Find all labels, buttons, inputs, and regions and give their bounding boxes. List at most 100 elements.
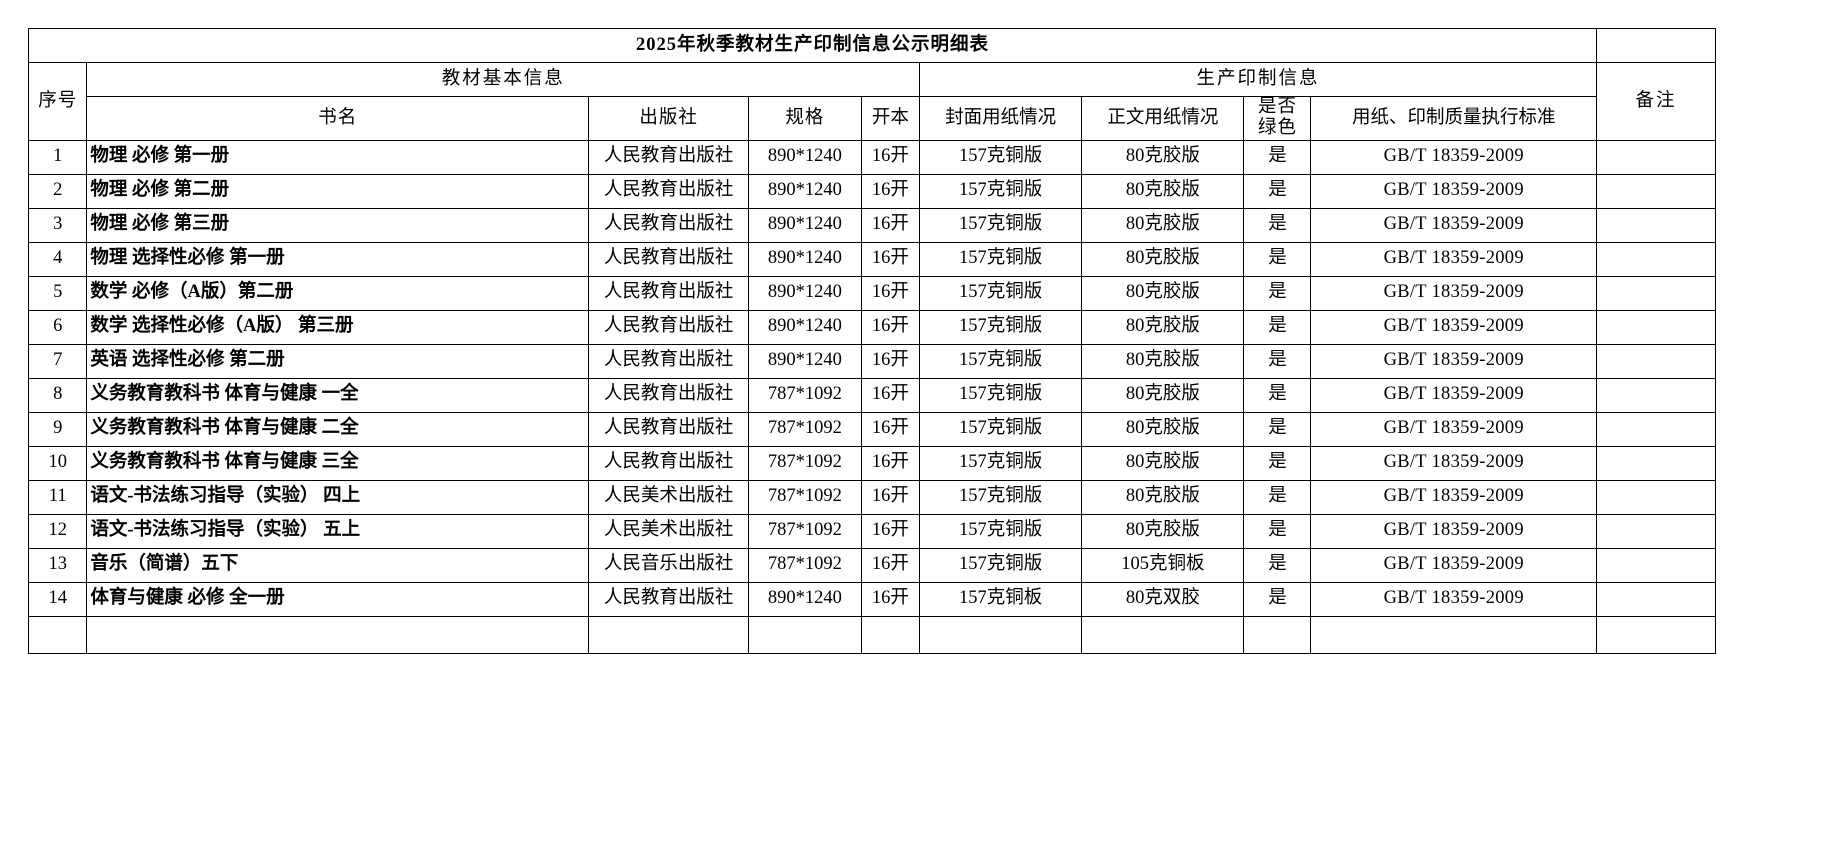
row-cell-standard: GB/T 18359-2009: [1310, 479, 1597, 515]
row-cell-cover-paper: 157克铜版: [919, 377, 1083, 413]
row-cell-remark: [1595, 377, 1717, 413]
column-header-seq: 序号: [27, 62, 88, 141]
row-cell-spec: 890*1240: [748, 275, 862, 311]
row-cell-spec: 787*1092: [748, 445, 862, 481]
row-cell-cover-paper: [919, 615, 1083, 654]
row-cell-book-name: 义务教育教科书 体育与健康 一全: [86, 377, 590, 413]
row-cell-format: 16开: [860, 479, 921, 515]
column-header-is-green: 是否 绿色: [1243, 96, 1312, 141]
row-cell-remark: [1595, 479, 1717, 515]
row-cell-seq: 6: [27, 309, 88, 345]
row-cell-seq: 13: [27, 547, 88, 583]
row-cell-publisher: 人民教育出版社: [588, 207, 750, 243]
row-cell-cover-paper: 157克铜版: [919, 343, 1083, 379]
row-cell-book-name: 数学 选择性必修（A版） 第三册: [86, 309, 590, 345]
table-row: 6 数学 选择性必修（A版） 第三册 人民教育出版社 890*1240 16开 157克铜…: [27, 309, 1717, 345]
column-header-book-name: 书名: [86, 96, 590, 141]
row-cell-publisher: 人民美术出版社: [588, 479, 750, 515]
row-cell-format: 16开: [860, 547, 921, 583]
row-cell-book-name: 英语 选择性必修 第二册: [86, 343, 590, 379]
row-cell-text-paper: 80克胶版: [1081, 479, 1245, 515]
row-cell-is-green: 是: [1243, 343, 1312, 379]
row-cell-seq: 1: [27, 139, 88, 175]
row-cell-spec: 787*1092: [748, 411, 862, 447]
row-cell-seq: 8: [27, 377, 88, 413]
row-cell-book-name: 物理 必修 第二册: [86, 173, 590, 209]
row-cell-remark: [1595, 275, 1717, 311]
row-cell-standard: GB/T 18359-2009: [1310, 139, 1597, 175]
row-cell-remark: [1595, 411, 1717, 447]
column-header-format: 开本: [860, 96, 921, 141]
row-cell-text-paper: 80克胶版: [1081, 275, 1245, 311]
row-cell-seq: 5: [27, 275, 88, 311]
row-cell-text-paper: 80克胶版: [1081, 309, 1245, 345]
row-cell-publisher: 人民教育出版社: [588, 411, 750, 447]
row-cell-format: 16开: [860, 445, 921, 481]
table-row: 9 义务教育教科书 体育与健康 二全 人民教育出版社 787*1092 16开 157克铜…: [27, 411, 1717, 447]
row-cell-seq: 2: [27, 173, 88, 209]
row-cell-seq: 9: [27, 411, 88, 447]
row-cell-is-green: 是: [1243, 241, 1312, 277]
row-cell-spec: 890*1240: [748, 309, 862, 345]
row-cell-seq: 3: [27, 207, 88, 243]
row-cell-text-paper: 80克胶版: [1081, 241, 1245, 277]
row-cell-format: 16开: [860, 173, 921, 209]
row-cell-cover-paper: 157克铜版: [919, 207, 1083, 243]
row-cell-is-green: [1243, 615, 1312, 654]
table-row: 10 义务教育教科书 体育与健康 三全 人民教育出版社 787*1092 16开 157克…: [27, 445, 1717, 481]
row-cell-format: 16开: [860, 241, 921, 277]
row-cell-book-name: 物理 必修 第一册: [86, 139, 590, 175]
row-cell-standard: GB/T 18359-2009: [1310, 581, 1597, 617]
row-cell-spec: 787*1092: [748, 479, 862, 515]
row-cell-format: 16开: [860, 207, 921, 243]
row-cell-publisher: 人民教育出版社: [588, 343, 750, 379]
row-cell-book-name: 物理 必修 第三册: [86, 207, 590, 243]
row-cell-cover-paper: 157克铜版: [919, 513, 1083, 549]
row-cell-standard: GB/T 18359-2009: [1310, 343, 1597, 379]
title-row-spacer: [1595, 28, 1717, 63]
row-cell-text-paper: 105克铜板: [1081, 547, 1245, 583]
row-cell-remark: [1595, 241, 1717, 277]
column-header-text-paper: 正文用纸情况: [1081, 96, 1245, 141]
row-cell-remark: [1595, 547, 1717, 583]
row-cell-text-paper: 80克胶版: [1081, 139, 1245, 175]
row-cell-spec: 890*1240: [748, 581, 862, 617]
table-body: 1 物理 必修 第一册 人民教育出版社 890*1240 16开 157克铜版 80克胶版是…: [27, 139, 1717, 654]
table-row: 11 语文-书法练习指导（实验） 四上 人民美术出版社 787*1092 16开 157克…: [27, 479, 1717, 515]
column-header-row: 书名 出版社 规格 开本 封面用纸情况 正文用纸情况 是否 绿色 用纸、印制质量…: [29, 96, 1716, 141]
row-cell-is-green: 是: [1243, 411, 1312, 447]
row-cell-standard: [1310, 615, 1597, 654]
row-cell-standard: GB/T 18359-2009: [1310, 445, 1597, 481]
row-cell-text-paper: 80克胶版: [1081, 377, 1245, 413]
row-cell-cover-paper: 157克铜版: [919, 309, 1083, 345]
row-cell-is-green: 是: [1243, 581, 1312, 617]
row-cell-spec: 890*1240: [748, 173, 862, 209]
row-cell-spec: 787*1092: [748, 513, 862, 549]
row-cell-book-name: 数学 必修（A版）第二册: [86, 275, 590, 311]
row-cell-spec: [748, 615, 862, 654]
table-row: [27, 615, 1717, 654]
row-cell-is-green: 是: [1243, 377, 1312, 413]
row-cell-cover-paper: 157克铜板: [919, 581, 1083, 617]
row-cell-standard: GB/T 18359-2009: [1310, 241, 1597, 277]
row-cell-book-name: 体育与健康 必修 全一册: [86, 581, 590, 617]
row-cell-publisher: 人民教育出版社: [588, 139, 750, 175]
group-header-row: 序号 教材基本信息 生产印制信息 备注: [27, 62, 1717, 141]
column-header-spec: 规格: [748, 96, 862, 141]
row-cell-is-green: 是: [1243, 479, 1312, 515]
row-cell-text-paper: [1081, 615, 1245, 654]
row-cell-cover-paper: 157克铜版: [919, 241, 1083, 277]
row-cell-is-green: 是: [1243, 547, 1312, 583]
row-cell-remark: [1595, 207, 1717, 243]
row-cell-book-name: 语文-书法练习指导（实验） 五上: [86, 513, 590, 549]
row-cell-standard: GB/T 18359-2009: [1310, 513, 1597, 549]
row-cell-text-paper: 80克胶版: [1081, 207, 1245, 243]
row-cell-spec: 890*1240: [748, 343, 862, 379]
row-cell-seq: [27, 615, 88, 654]
spreadsheet-sheet: 2025年秋季教材生产印制信息公示明细表 序号 教材基本信息 生产印制信息 备注…: [27, 28, 1802, 654]
row-cell-book-name: 物理 选择性必修 第一册: [86, 241, 590, 277]
row-cell-format: 16开: [860, 377, 921, 413]
row-cell-cover-paper: 157克铜版: [919, 445, 1083, 481]
row-cell-seq: 12: [27, 513, 88, 549]
row-cell-publisher: 人民教育出版社: [588, 241, 750, 277]
